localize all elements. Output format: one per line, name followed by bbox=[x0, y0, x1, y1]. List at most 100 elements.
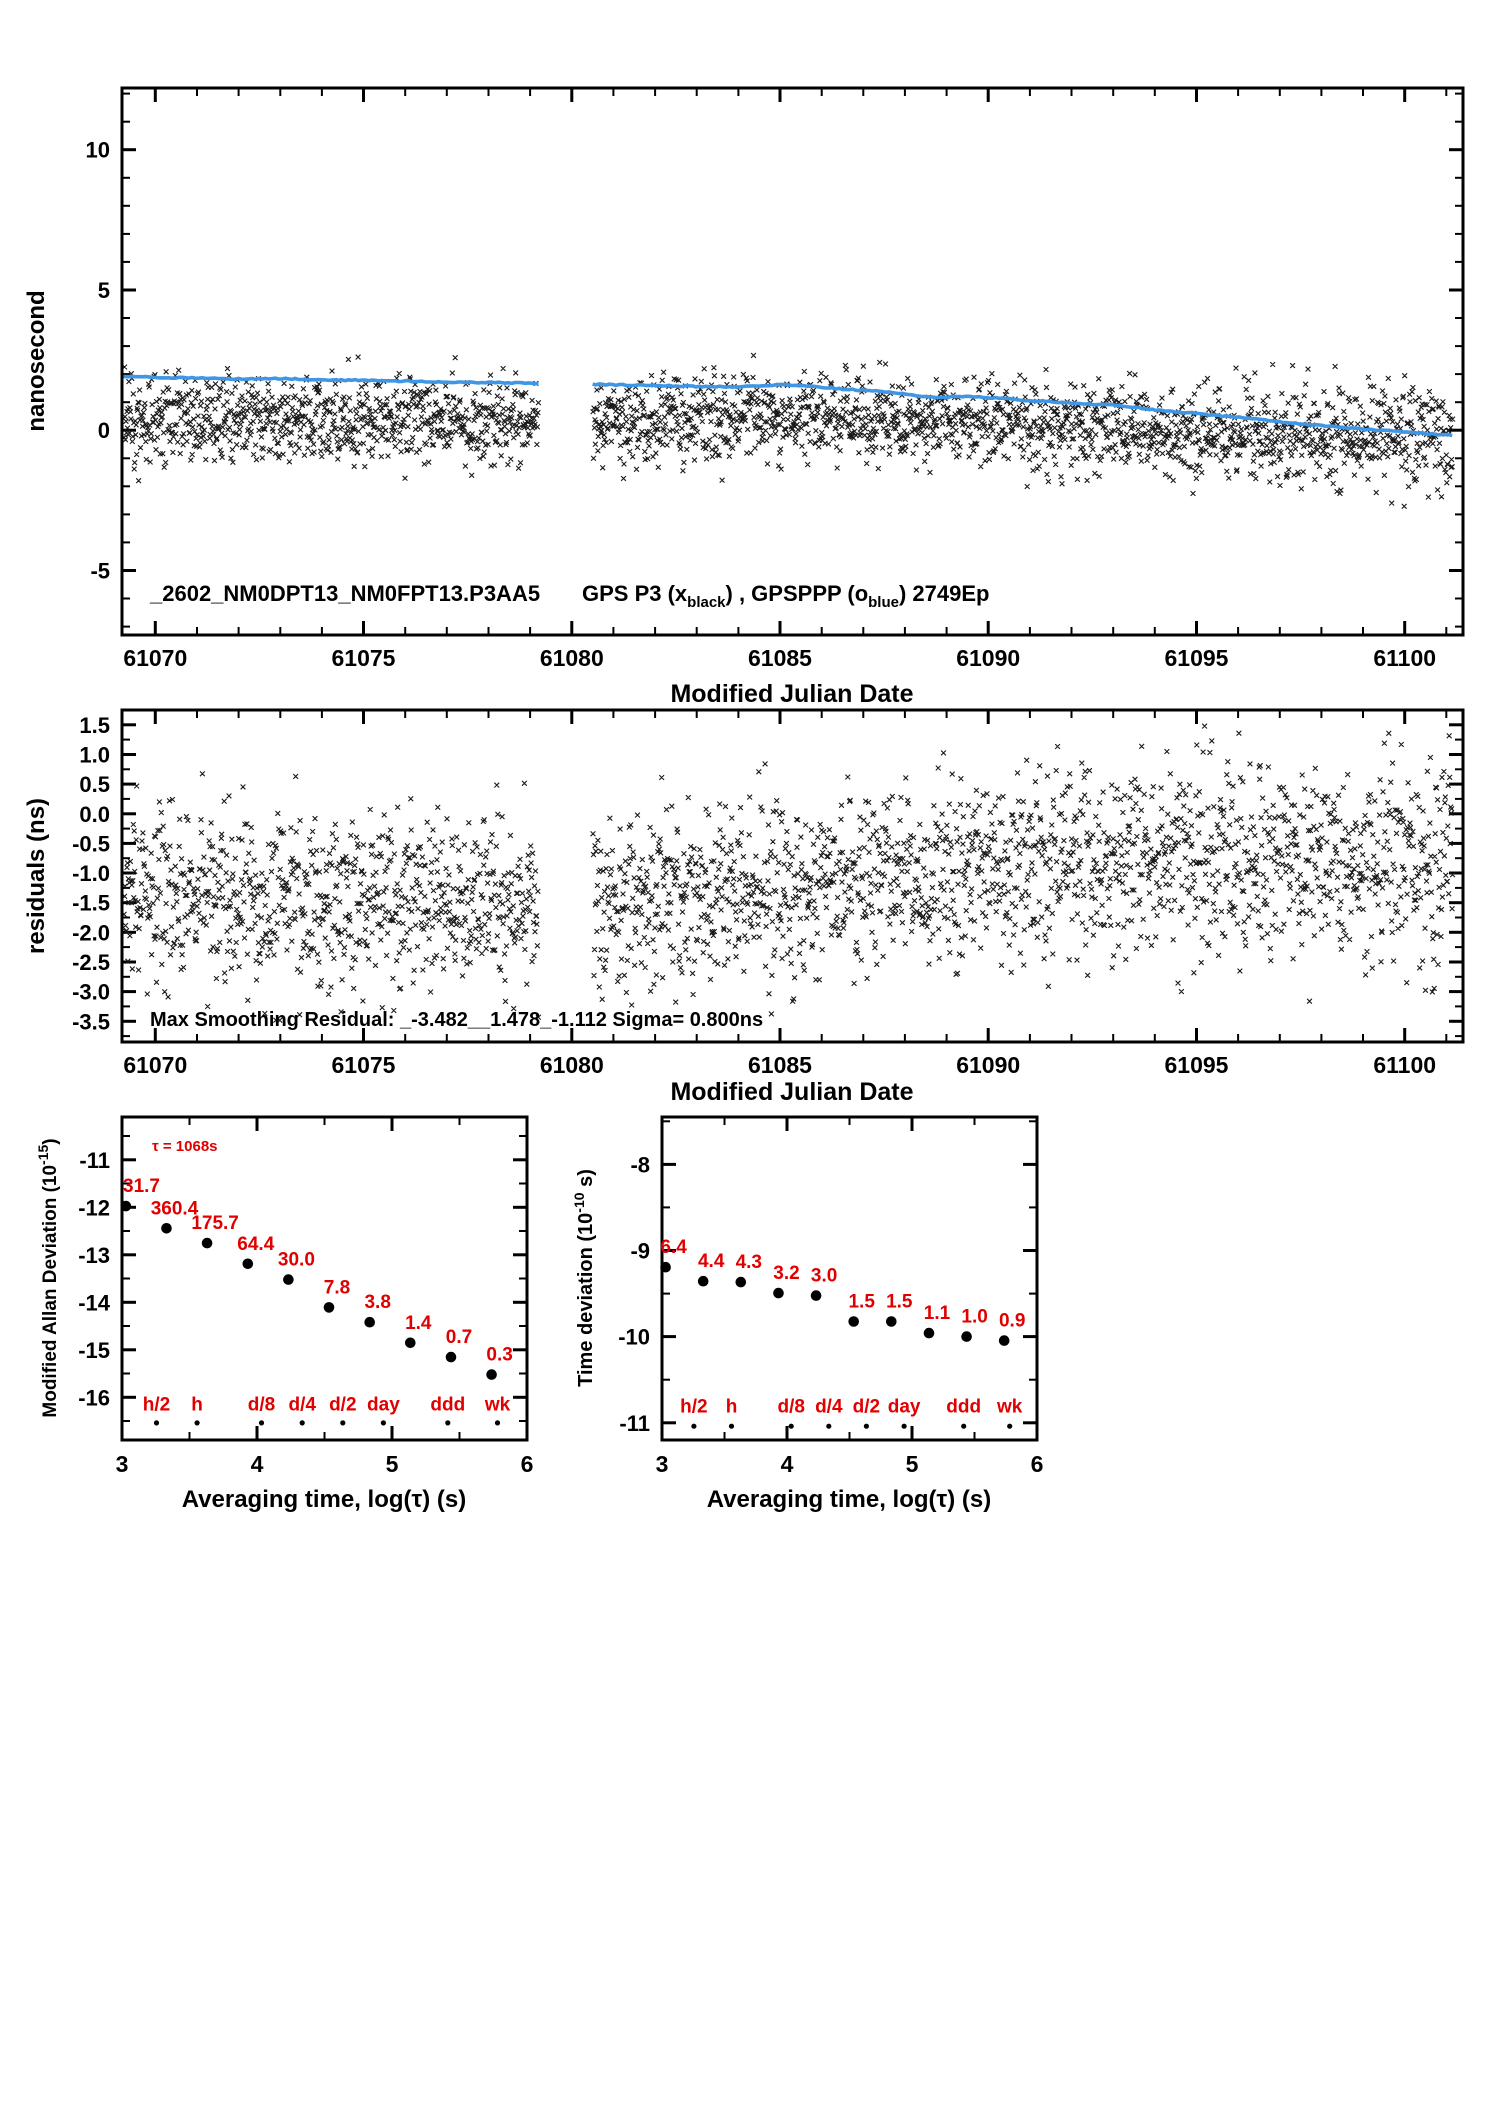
panel-top-id-text: _2602_NM0DPT13_NM0FPT13.P3AA5 bbox=[149, 581, 540, 606]
timescale-label: d/8 bbox=[777, 1396, 804, 1417]
dev-point-label: 0.7 bbox=[446, 1327, 472, 1348]
timescale-label: ddd bbox=[430, 1395, 465, 1416]
panel-top: 61070 61075 61080 61085 61090 61095 61100 10 5 0 -… bbox=[86, 86, 1465, 671]
dev-point bbox=[697, 1275, 709, 1287]
panel-tdev: 3 4 5 6 -8 -9 -10 -11 6.4 4.4 4.3 3.2 3.0 1.5 1.5 1.1 1.… bbox=[618, 1115, 1043, 1477]
panel-mdev: 3 4 5 6 -11 -12 -13 -14 -15 -16 31.7360.4175.764.4… bbox=[78, 1115, 534, 1477]
y-tick-label: -11 bbox=[79, 1148, 110, 1173]
timescale-label: day bbox=[367, 1395, 400, 1416]
dev-point bbox=[161, 1223, 172, 1234]
gpsppp-line bbox=[121, 374, 539, 386]
timescale-dot bbox=[153, 1420, 160, 1426]
dev-point bbox=[242, 1258, 254, 1270]
dev-point bbox=[283, 1274, 294, 1285]
y-tick-label: -13 bbox=[78, 1243, 110, 1268]
panel-residuals-annotation: Max Smoothing Residual: _-3.482__1.478_-… bbox=[150, 1009, 763, 1031]
y-tick-label: -3.0 bbox=[72, 980, 110, 1005]
dev-point-label: 1.5 bbox=[886, 1292, 913, 1313]
dev-point-label: 360.4 bbox=[151, 1198, 199, 1219]
timescale-label: d/4 bbox=[815, 1396, 843, 1417]
dev-point-label: 7.8 bbox=[324, 1277, 350, 1298]
timescale-dot bbox=[1007, 1423, 1013, 1429]
dev-point-label: 3.8 bbox=[364, 1292, 390, 1313]
y-tick-label: -3.5 bbox=[72, 1009, 110, 1034]
y-tick-label: -15 bbox=[78, 1338, 110, 1363]
timescale-dot bbox=[728, 1423, 735, 1429]
plot-frame bbox=[660, 1115, 1039, 1442]
panel-residuals-xlabel: Modified Julian Date bbox=[670, 1078, 913, 1106]
timescale-label: ddd bbox=[946, 1396, 981, 1417]
panel-residuals: 61070 61075 61080 61085 61090 61095 61100 1.5 1.… bbox=[72, 708, 1465, 1078]
y-tick-label: -1.0 bbox=[72, 861, 110, 886]
dev-point bbox=[848, 1316, 859, 1327]
panel-mdev-tau-note: τ = 1068s bbox=[152, 1138, 218, 1155]
ticks bbox=[122, 88, 1463, 635]
ticks bbox=[120, 1117, 529, 1440]
timescale-dot bbox=[961, 1423, 967, 1429]
x-tick-label: 3 bbox=[116, 1451, 129, 1477]
x-tick-label: 6 bbox=[521, 1451, 534, 1477]
dev-point-label: 1.5 bbox=[848, 1292, 875, 1313]
timescale-dot bbox=[863, 1423, 870, 1429]
x-tick-label: 61090 bbox=[956, 645, 1020, 671]
y-tick-label: -11 bbox=[619, 1411, 650, 1436]
x-tick-label: 61075 bbox=[332, 1052, 396, 1078]
y-tick-label: 0 bbox=[98, 418, 110, 443]
panel-mdev-ylabel: Modified Allan Deviation (10-15) bbox=[35, 1138, 61, 1417]
y-tick-label: -2.0 bbox=[72, 920, 110, 945]
timescale-label: h/2 bbox=[680, 1396, 707, 1417]
x-tick-label: 61080 bbox=[540, 1052, 604, 1078]
x-tick-label: 5 bbox=[386, 1451, 399, 1477]
gpsppp-line bbox=[592, 382, 1453, 438]
panel-residuals-ylabel: residuals (ns) bbox=[23, 798, 50, 954]
y-tick-label: -16 bbox=[78, 1385, 110, 1410]
timescale-dot bbox=[826, 1423, 832, 1429]
y-tick-label: -0.5 bbox=[72, 831, 110, 856]
timescale-label: h/2 bbox=[143, 1395, 170, 1416]
dev-point-label: 3.0 bbox=[811, 1266, 837, 1287]
dev-point-label: 3.2 bbox=[773, 1263, 799, 1284]
dev-point bbox=[998, 1335, 1010, 1346]
dev-point bbox=[364, 1316, 376, 1328]
x-tick-label: 61095 bbox=[1165, 645, 1229, 671]
timescale-dot bbox=[691, 1423, 697, 1429]
x-tick-label: 61080 bbox=[540, 645, 604, 671]
timescale-dot bbox=[445, 1420, 451, 1426]
dev-point bbox=[201, 1237, 213, 1249]
x-tick-label: 61100 bbox=[1373, 645, 1436, 671]
y-tick-label: 5 bbox=[98, 278, 110, 303]
x-tick-label: 61090 bbox=[956, 1052, 1020, 1078]
timescale-label: d/4 bbox=[288, 1395, 316, 1416]
x-tick-label: 4 bbox=[251, 1451, 264, 1477]
dev-point bbox=[323, 1302, 335, 1313]
dev-point-label: 6.4 bbox=[660, 1237, 687, 1258]
y-tick-label: -10 bbox=[618, 1325, 650, 1350]
timescale-dot bbox=[901, 1423, 907, 1429]
y-tick-label: 1.5 bbox=[79, 713, 110, 738]
plot-frame bbox=[120, 86, 1465, 637]
dev-point bbox=[486, 1369, 497, 1380]
dev-point bbox=[886, 1316, 897, 1327]
gps-link-scatter bbox=[121, 352, 1456, 510]
timescale-dot bbox=[788, 1423, 794, 1429]
dev-point bbox=[735, 1276, 747, 1288]
x-tick-label: 4 bbox=[781, 1451, 794, 1477]
panel-tdev-ylabel: Time deviation (10-10 s) bbox=[571, 1169, 597, 1387]
dev-point bbox=[405, 1337, 416, 1349]
dev-point bbox=[961, 1331, 972, 1342]
y-tick-label: -14 bbox=[78, 1290, 111, 1315]
y-tick-label: -9 bbox=[630, 1239, 650, 1264]
dev-point-label: 0.9 bbox=[999, 1311, 1025, 1332]
x-tick-label: 61070 bbox=[123, 645, 187, 671]
dev-point-label: 1.4 bbox=[405, 1313, 432, 1334]
timescale-label: h bbox=[726, 1396, 738, 1417]
x-tick-label: 61085 bbox=[748, 645, 812, 671]
timescale-label: d/2 bbox=[329, 1395, 356, 1416]
x-tick-label: 5 bbox=[906, 1451, 919, 1477]
y-tick-label: -12 bbox=[78, 1195, 110, 1220]
panel-mdev-xlabel: Averaging time, log(τ) (s) bbox=[182, 1486, 467, 1513]
dev-point bbox=[660, 1261, 671, 1273]
timescale-dot bbox=[380, 1420, 386, 1426]
